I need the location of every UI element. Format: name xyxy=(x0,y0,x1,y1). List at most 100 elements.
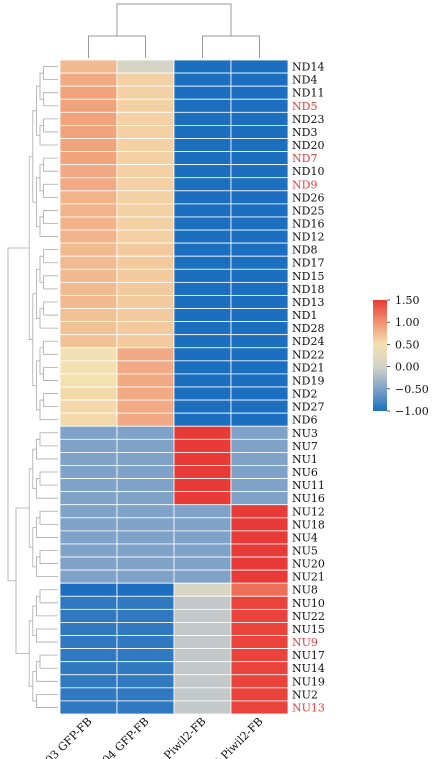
heatmap-cell xyxy=(59,543,118,558)
heatmap-cell xyxy=(173,281,232,296)
heatmap-cell xyxy=(173,190,232,205)
row-label: ND2 xyxy=(292,388,317,401)
row-label: NU8 xyxy=(292,584,318,597)
heatmap-cell xyxy=(59,412,118,427)
heatmap-cell xyxy=(116,98,175,113)
heatmap-cell xyxy=(59,674,118,689)
heatmap-cell xyxy=(173,85,232,100)
heatmap-cell xyxy=(59,321,118,336)
heatmap-cell xyxy=(173,125,232,139)
heatmap-cell xyxy=(230,438,289,453)
row-label: ND21 xyxy=(292,361,324,374)
row-dendrogram-link xyxy=(15,507,30,654)
row-dendrogram-link xyxy=(43,340,58,355)
heatmap-cell xyxy=(116,229,175,244)
heatmap-cell xyxy=(59,216,118,231)
heatmap-cell xyxy=(173,59,232,74)
column-dendrogram-link xyxy=(202,35,260,58)
row-label: NU4 xyxy=(292,531,318,544)
heatmap-cell xyxy=(230,608,289,623)
row-dendrogram-link xyxy=(32,448,37,489)
heatmap-cell xyxy=(230,242,289,257)
heatmap-cell xyxy=(116,164,175,179)
heatmap-cell xyxy=(230,373,289,388)
heatmap-cell xyxy=(116,687,175,702)
heatmap-cell xyxy=(230,334,289,349)
heatmap-cell xyxy=(59,229,118,244)
heatmap-cell xyxy=(230,530,289,545)
heatmap-cell xyxy=(173,595,232,610)
color-legend-tick-label: 0.50 xyxy=(395,338,420,351)
heatmap-cell xyxy=(173,111,232,126)
row-label: ND22 xyxy=(292,348,324,361)
row-dendrogram-link xyxy=(32,293,37,386)
heatmap-cell xyxy=(173,504,232,519)
heatmap-cell xyxy=(116,138,175,152)
row-dendrogram-link xyxy=(32,671,37,702)
heatmap-cell xyxy=(230,85,289,100)
heatmap-cell xyxy=(173,399,232,414)
heatmap-cell xyxy=(173,608,232,623)
row-dendrogram-link xyxy=(39,164,44,192)
heatmap-cell xyxy=(59,203,118,218)
row-label: ND14 xyxy=(292,61,324,74)
heatmap-cell xyxy=(173,308,232,322)
heatmap-cell xyxy=(116,700,175,715)
row-label: ND16 xyxy=(292,218,324,231)
heatmap-cell xyxy=(59,517,118,532)
heatmap-cell xyxy=(59,608,118,623)
heatmap-cell xyxy=(230,308,289,322)
heatmap-cell xyxy=(59,268,118,283)
row-dendrogram-link xyxy=(43,393,58,408)
row-label: ND5 xyxy=(292,100,317,113)
heatmap-cell xyxy=(116,308,175,322)
row-label: NU3 xyxy=(292,427,318,440)
heatmap-cell xyxy=(116,373,175,388)
row-dendrogram-link xyxy=(36,85,40,136)
row-dendrogram-link xyxy=(43,183,58,198)
row-dendrogram-link xyxy=(28,620,33,687)
heatmap-cell xyxy=(116,438,175,453)
heatmap-cell xyxy=(173,164,232,179)
heatmap-cell xyxy=(116,255,175,270)
heatmap-cell xyxy=(230,386,289,401)
heatmap-cell xyxy=(173,72,232,87)
row-label: ND13 xyxy=(292,296,324,309)
heatmap-cell xyxy=(173,556,232,571)
row-dendrogram-link xyxy=(43,210,58,224)
heatmap-cell xyxy=(230,399,289,414)
heatmap-cell xyxy=(59,190,118,205)
row-label: ND11 xyxy=(292,87,324,100)
heatmap-cell xyxy=(173,334,232,349)
heatmap-cell xyxy=(116,203,175,218)
row-dendrogram-link xyxy=(43,275,58,290)
row-dendrogram-link xyxy=(28,468,33,548)
heatmap-cell xyxy=(59,295,118,309)
heatmap-cell xyxy=(59,438,118,453)
row-dendrogram-link xyxy=(39,255,44,283)
column-label: S04 GFP-FB xyxy=(95,715,152,759)
heatmap-cell xyxy=(230,111,289,126)
heatmap-cell xyxy=(59,582,118,597)
heatmap-cell xyxy=(59,72,118,87)
heatmap-cell xyxy=(59,151,118,166)
row-label: NU22 xyxy=(292,610,325,623)
heatmap-cell xyxy=(173,622,232,636)
heatmap-cell xyxy=(116,635,175,650)
heatmap-cell xyxy=(59,622,118,636)
row-dendrogram-link xyxy=(39,72,44,100)
heatmap-cell xyxy=(173,321,232,336)
heatmap-cell xyxy=(116,111,175,126)
heatmap-cell xyxy=(173,255,232,270)
heatmap-cell xyxy=(173,517,232,532)
heatmap-cell xyxy=(59,85,118,100)
row-dendrogram-link xyxy=(39,471,58,486)
heatmap-cell xyxy=(59,373,118,388)
row-label: ND24 xyxy=(292,335,324,348)
heatmap-cell xyxy=(230,674,289,689)
column-label: S01 Piwil2-FB xyxy=(144,715,209,759)
row-label: NU13 xyxy=(292,701,325,714)
heatmap-cell xyxy=(59,700,118,715)
row-label: NU21 xyxy=(292,571,325,584)
heatmap-cell xyxy=(230,595,289,610)
